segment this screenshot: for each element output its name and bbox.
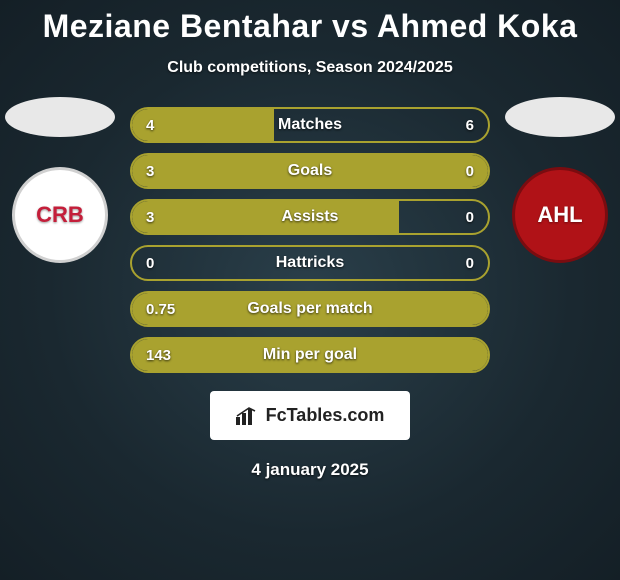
player2-column: AHL xyxy=(500,97,620,263)
player1-column: CRB xyxy=(0,97,120,263)
stat-label: Goals per match xyxy=(132,300,488,318)
vs-text: vs xyxy=(332,8,369,44)
player2-avatar-placeholder xyxy=(505,97,615,137)
stat-right-value: 0 xyxy=(466,255,474,272)
footer: FcTables.com 4 january 2025 xyxy=(0,391,620,480)
player2-club-badge: AHL xyxy=(512,167,608,263)
stat-label: Matches xyxy=(132,116,488,134)
subtitle: Club competitions, Season 2024/2025 xyxy=(0,59,620,77)
player1-avatar-placeholder xyxy=(5,97,115,137)
stat-row: 0Hattricks0 xyxy=(130,245,490,281)
header: Meziane Bentahar vs Ahmed Koka Club comp… xyxy=(0,0,620,77)
date-text: 4 january 2025 xyxy=(0,460,620,480)
stat-right-value: 0 xyxy=(466,163,474,180)
player2-name: Ahmed Koka xyxy=(377,8,578,44)
stat-row: 143Min per goal xyxy=(130,337,490,373)
brand-text: FcTables.com xyxy=(266,405,385,426)
stat-label: Goals xyxy=(132,162,488,180)
player2-club-abbrev: AHL xyxy=(537,202,582,228)
comparison-area: CRB AHL 4Matches63Goals03Assists00Hattri… xyxy=(0,107,620,373)
player1-name: Meziane Bentahar xyxy=(43,8,323,44)
player1-club-abbrev: CRB xyxy=(36,202,84,228)
stat-row: 3Assists0 xyxy=(130,199,490,235)
stat-label: Hattricks xyxy=(132,254,488,272)
stat-label: Assists xyxy=(132,208,488,226)
comparison-title: Meziane Bentahar vs Ahmed Koka xyxy=(0,8,620,45)
player1-club-badge: CRB xyxy=(12,167,108,263)
stat-label: Min per goal xyxy=(132,346,488,364)
stat-row: 3Goals0 xyxy=(130,153,490,189)
stat-row: 4Matches6 xyxy=(130,107,490,143)
brand-box: FcTables.com xyxy=(210,391,411,440)
stat-right-value: 0 xyxy=(466,209,474,226)
stat-right-value: 6 xyxy=(466,117,474,134)
stats-list: 4Matches63Goals03Assists00Hattricks00.75… xyxy=(130,107,490,373)
brand-chart-icon xyxy=(236,407,258,425)
stat-row: 0.75Goals per match xyxy=(130,291,490,327)
